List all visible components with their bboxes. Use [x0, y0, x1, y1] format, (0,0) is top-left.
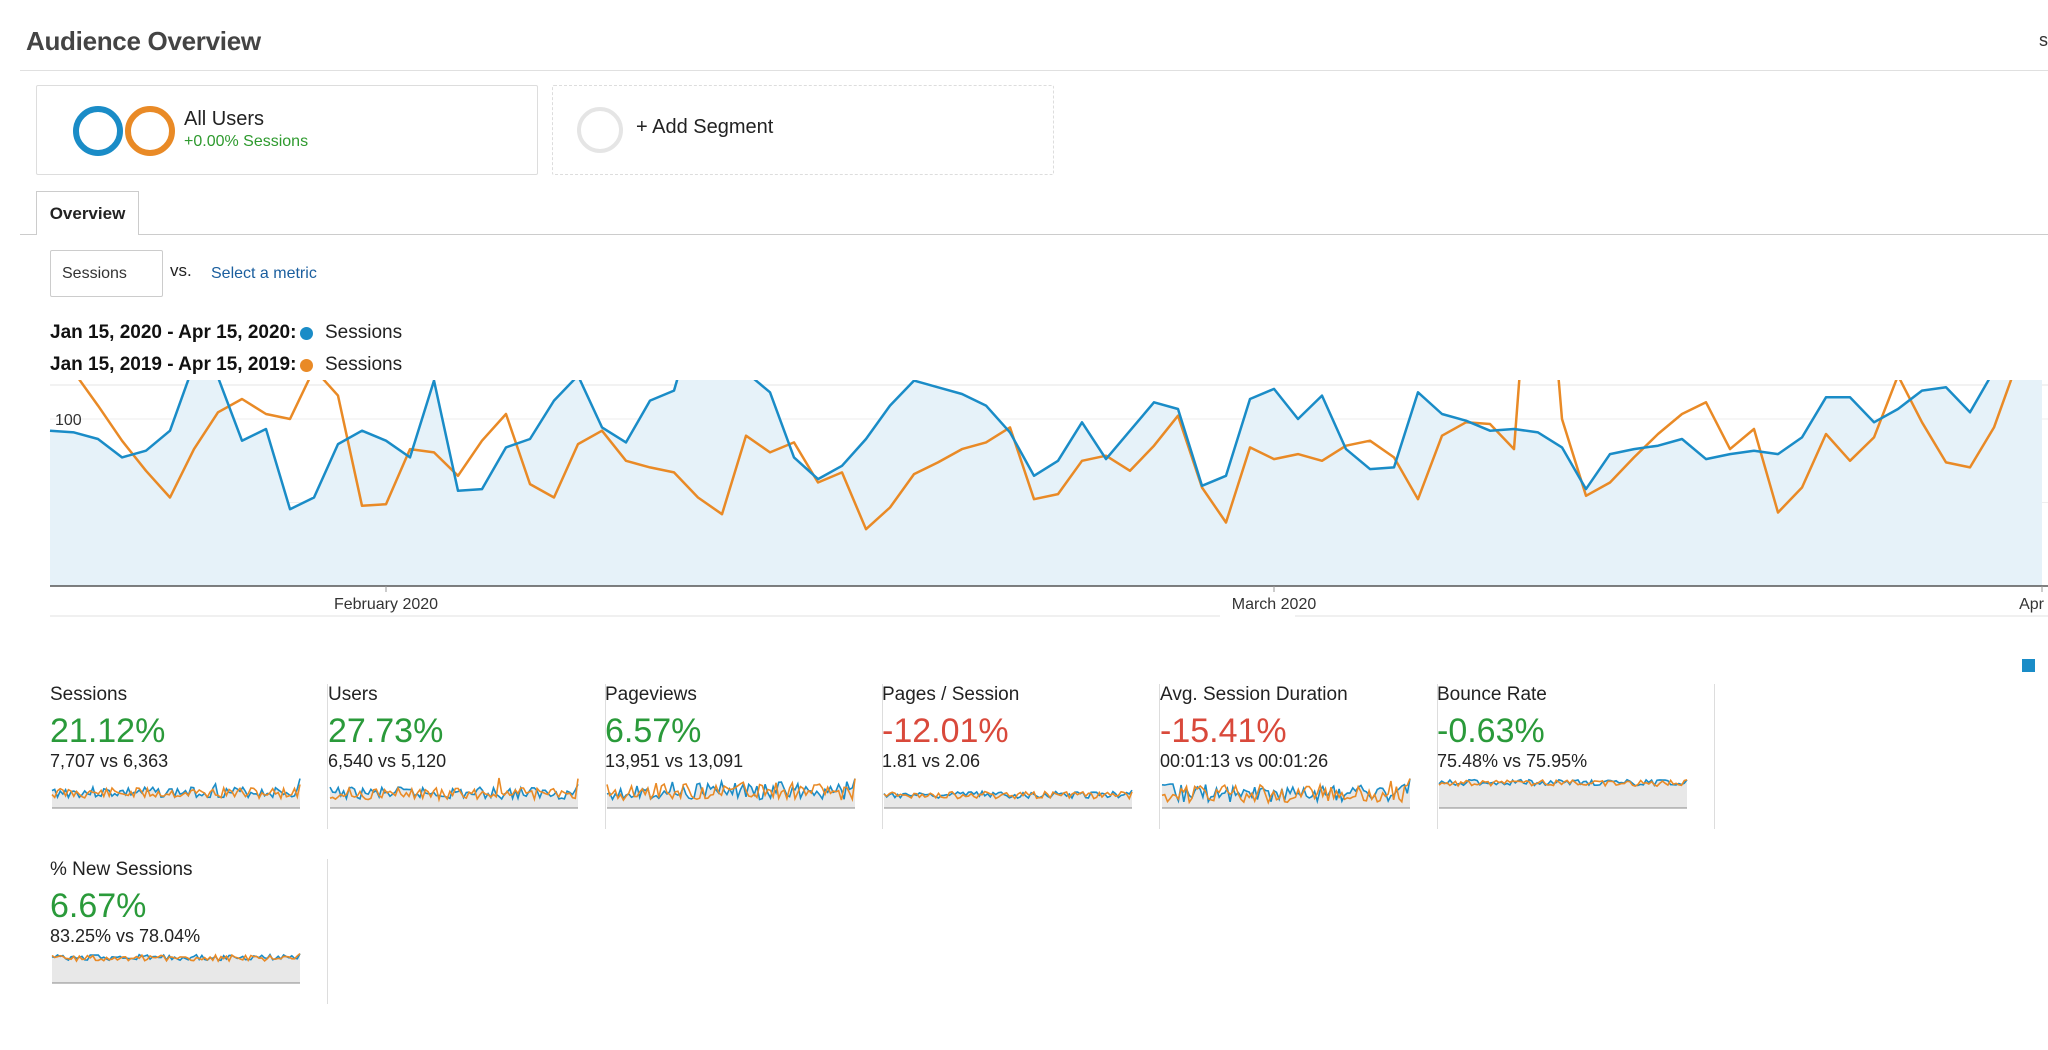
legend-dot-icon: [300, 326, 313, 340]
metric-sparkline: [883, 789, 1133, 809]
tab-bar-line: [20, 234, 2048, 235]
metric-change: -12.01%: [882, 712, 1009, 750]
metric-comparison: 83.25% vs 78.04%: [50, 926, 201, 946]
metric-comparison: 13,951 vs 13,091: [605, 751, 744, 771]
metric-tile[interactable]: Bounce Rate -0.63% 75.48% vs 75.95%: [1437, 684, 1715, 829]
metric-comparison: 75.48% vs 75.95%: [1437, 751, 1588, 771]
tab-overview[interactable]: Overview: [36, 191, 139, 235]
metric-tile[interactable]: % New Sessions 6.67% 83.25% vs 78.04%: [50, 859, 328, 1004]
metric-label: Pageviews: [605, 684, 697, 705]
sparkline-previous: [51, 952, 301, 963]
select-metric-link[interactable]: Select a metric: [211, 265, 317, 282]
legend-row-current: Jan 15, 2020 - Apr 15, 2020: Sessions: [50, 322, 402, 344]
metric-tile[interactable]: Pages / Session -12.01% 1.81 vs 2.06: [882, 684, 1160, 829]
header-truncated-text[interactable]: s: [2039, 30, 2048, 50]
metric-tile[interactable]: Avg. Session Duration -15.41% 00:01:13 vs …: [1160, 684, 1438, 829]
sparkline-previous: [606, 778, 856, 803]
add-segment-label: + Add Segment: [636, 116, 774, 138]
metric-change: -0.63%: [1437, 712, 1545, 750]
sparkline-previous: [51, 784, 301, 801]
metric-label: Sessions: [50, 684, 128, 705]
legend-date-range: Jan 15, 2020 - Apr 15, 2020:: [50, 322, 297, 343]
segment-sessions-change: +0.00% Sessions: [184, 133, 309, 150]
metric-select[interactable]: Sessions: [50, 250, 163, 297]
sparkline-area: [1439, 779, 1687, 808]
sparkline-previous: [329, 777, 579, 803]
metric-comparison: 7,707 vs 6,363: [50, 751, 169, 771]
legend-metric: Sessions: [325, 322, 403, 343]
x-tick-label: Apr: [2019, 596, 2045, 613]
sparkline-area: [607, 778, 855, 808]
metric-tile[interactable]: Sessions 21.12% 7,707 vs 6,363: [50, 684, 328, 829]
metric-label: Pages / Session: [882, 684, 1020, 705]
metric-label: Avg. Session Duration: [1160, 684, 1348, 705]
metric-tile[interactable]: Pageviews 6.57% 13,951 vs 13,091: [605, 684, 883, 829]
segment-name: All Users: [184, 108, 265, 130]
x-tick-label: February 2020: [334, 596, 438, 613]
current-series-line[interactable]: [49, 380, 2042, 511]
sparkline-area: [1162, 778, 1410, 808]
sparkline-area: [330, 784, 578, 808]
metric-comparison: 6,540 vs 5,120: [328, 751, 447, 771]
sparkline-previous: [1161, 778, 1411, 805]
page-title: Audience Overview: [26, 26, 261, 56]
add-segment-box[interactable]: + Add Segment: [552, 85, 1054, 175]
x-tick-label: March 2020: [1232, 596, 1317, 613]
segment-all-users[interactable]: All Users +0.00% Sessions: [36, 85, 538, 175]
sparkline-previous: [1438, 778, 1688, 788]
metric-sparkline: [329, 777, 579, 809]
current-series-area: [50, 380, 2042, 586]
metric-sparkline: [1438, 778, 1688, 809]
vs-label: vs.: [170, 261, 192, 280]
metric-comparison: 1.81 vs 2.06: [882, 751, 981, 771]
metric-label: % New Sessions: [50, 859, 193, 880]
metric-tile[interactable]: Users 27.73% 6,540 vs 5,120: [328, 684, 606, 829]
chart-legend-square-icon[interactable]: [2022, 659, 2035, 672]
legend-dot-icon: [300, 358, 313, 372]
header-divider: [20, 70, 2048, 71]
previous-series-line[interactable]: [50, 380, 2042, 531]
metric-change: 6.67%: [50, 887, 147, 925]
sparkline-previous: [883, 790, 1133, 801]
metric-change: 6.57%: [605, 712, 702, 750]
metric-change: -15.41%: [1160, 712, 1287, 750]
y-tick-label: 100: [55, 412, 82, 429]
metric-label: Users: [328, 684, 378, 705]
metric-label: Bounce Rate: [1437, 684, 1547, 705]
sparkline-area: [52, 953, 300, 983]
legend-metric: Sessions: [325, 354, 403, 375]
metric-change: 27.73%: [328, 712, 444, 750]
metric-sparkline: [1161, 778, 1411, 809]
segment-ring-orange-icon: [125, 106, 175, 156]
segment-ring-blue-icon: [73, 106, 123, 156]
legend-row-previous: Jan 15, 2019 - Apr 15, 2019: Sessions: [50, 354, 402, 376]
metric-sparkline: [606, 778, 856, 809]
metric-sparkline: [51, 778, 301, 809]
empty-segment-circle-icon: [577, 107, 623, 153]
sparkline-area: [884, 790, 1132, 808]
metric-sparkline: [51, 952, 301, 984]
legend-date-range: Jan 15, 2019 - Apr 15, 2019:: [50, 354, 297, 375]
metric-comparison: 00:01:13 vs 00:01:26: [1160, 751, 1329, 771]
metric-change: 21.12%: [50, 712, 166, 750]
